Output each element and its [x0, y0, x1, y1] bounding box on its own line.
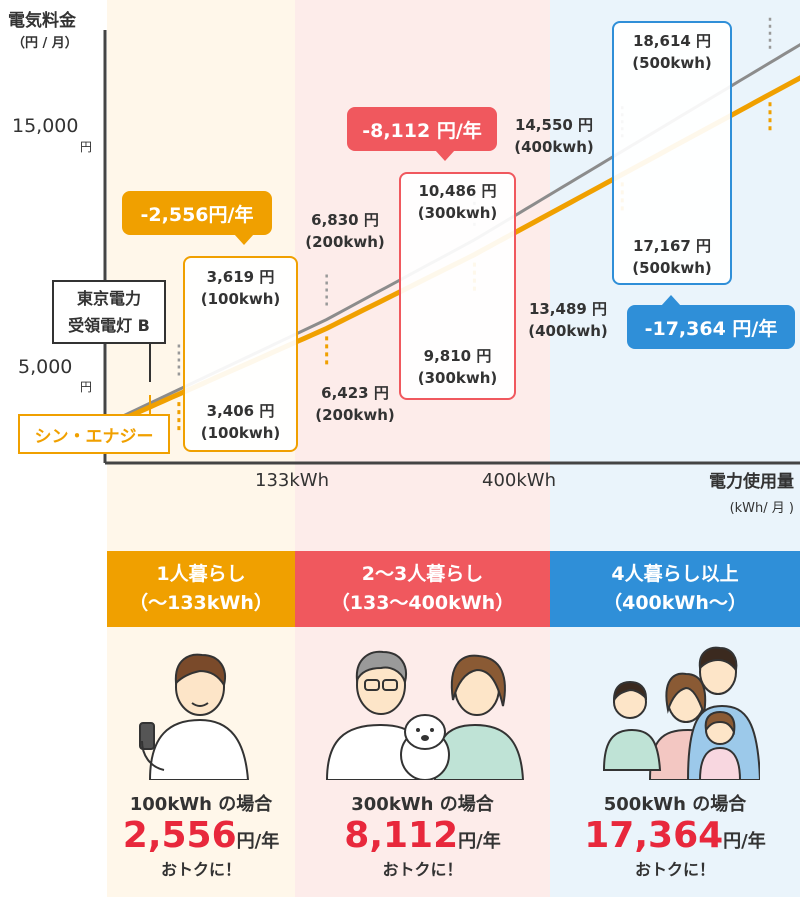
case-single-footer: おトクに！ — [160, 859, 241, 879]
category-header-single-line2: （〜133kWh） — [129, 592, 273, 614]
value-tokyo-400-kwh: (400kwh) — [514, 138, 594, 156]
legend-tokyo-line2: 受領電灯 B — [68, 316, 150, 335]
value-tokyo-100-amount: 3,619 円 — [206, 268, 275, 286]
y-tick-15000: 15,000 — [12, 115, 79, 137]
value-tokyo-100-kwh: (100kwh) — [200, 290, 281, 308]
case-single-unit: 円/年 — [236, 831, 280, 852]
value-tokyo-500: 18,614 円 (500kwh) — [612, 30, 732, 74]
badge-tail — [661, 295, 681, 306]
case-single-kwh: 100kWh の場合 — [129, 794, 273, 815]
case-family-unit: 円/年 — [723, 831, 766, 852]
case-couple-amount: 8,112 — [344, 815, 459, 856]
value-shin-100: 3,406 円 (100kwh) — [183, 400, 298, 444]
category-header-single: 1人暮らし （〜133kWh） — [107, 551, 295, 627]
case-couple-amount-row: 8,112円/年 — [295, 816, 550, 856]
box-500kwh — [612, 21, 732, 285]
box-100kwh — [183, 256, 298, 452]
case-family-amount: 17,364 — [584, 815, 724, 856]
value-shin-100-amount: 3,406 円 — [206, 402, 275, 420]
legend-shin: シン・エナジー — [18, 414, 170, 454]
value-shin-200-amount: 6,423 円 — [321, 384, 389, 402]
savings-badge-single: -2,556円/年 — [122, 191, 272, 245]
case-single: 100kWh の場合 2,556円/年 おトクに！ — [107, 790, 295, 880]
value-shin-400-kwh: (400kwh) — [528, 322, 608, 340]
savings-badge-family: -17,364 円/年 — [627, 295, 795, 349]
case-family-kwh: 500kWh の場合 — [603, 794, 747, 815]
savings-badge-couple-text: -8,112 円/年 — [362, 119, 482, 142]
value-shin-500-amount: 17,167 円 — [632, 237, 712, 255]
badge-tail — [435, 150, 455, 161]
value-shin-400-amount: 13,489 円 — [528, 300, 608, 318]
case-family: 500kWh の場合 17,364円/年 おトクに！ — [550, 790, 800, 880]
x-tick-133: 133kWh — [255, 470, 329, 491]
category-header-family: 4人暮らし以上 （400kWh〜） — [550, 551, 800, 627]
savings-badge-couple: -8,112 円/年 — [347, 107, 497, 161]
y-tick-5000-unit: 円 — [80, 380, 93, 394]
case-couple-kwh: 300kWh の場合 — [351, 794, 494, 815]
category-header-couple-line1: 2〜3人暮らし — [361, 563, 484, 585]
y-axis-unit: （円 / 月） — [12, 36, 78, 51]
legend-tokyo-line1: 東京電力 — [76, 289, 141, 308]
value-tokyo-400: 14,550 円 (400kwh) — [494, 114, 614, 158]
case-family-footer: おトクに！ — [634, 859, 715, 879]
y-axis-label: 電気料金 — [8, 11, 76, 31]
value-shin-300: 9,810 円 (300kwh) — [399, 345, 516, 389]
x-axis-label: 電力使用量 — [709, 472, 794, 492]
value-tokyo-400-amount: 14,550 円 — [514, 116, 594, 134]
y-tick-15000-unit: 円 — [80, 140, 93, 154]
badge-tail — [234, 234, 254, 245]
value-shin-400: 13,489 円 (400kwh) — [508, 298, 628, 342]
case-single-amount: 2,556 — [122, 815, 237, 856]
couple-with-dog-icon — [325, 650, 525, 780]
value-shin-500-kwh: (500kwh) — [632, 259, 712, 277]
case-couple-footer: おトクに！ — [382, 859, 463, 879]
savings-badge-family-text: -17,364 円/年 — [644, 317, 778, 340]
x-axis-unit: (kWh/ 月 ) — [729, 501, 794, 516]
value-tokyo-300-amount: 10,486 円 — [418, 182, 497, 200]
case-single-amount-row: 2,556円/年 — [107, 816, 295, 856]
value-shin-300-kwh: (300kwh) — [417, 369, 498, 387]
category-header-couple: 2〜3人暮らし （133〜400kWh） — [295, 551, 550, 627]
case-couple: 300kWh の場合 8,112円/年 おトクに！ — [295, 790, 550, 880]
y-tick-5000: 5,000 — [18, 356, 73, 378]
box-300kwh — [399, 172, 516, 400]
case-family-amount-row: 17,364円/年 — [550, 816, 800, 856]
value-shin-300-amount: 9,810 円 — [423, 347, 492, 365]
single-person-icon — [139, 653, 250, 780]
category-header-couple-line2: （133〜400kWh） — [330, 592, 515, 614]
savings-badge-single-text: -2,556円/年 — [140, 203, 254, 226]
legend-tokyo: 東京電力 受領電灯 B — [52, 280, 166, 344]
value-tokyo-200-kwh: (200kwh) — [305, 233, 385, 251]
category-header-family-line2: （400kWh〜） — [603, 592, 747, 614]
value-tokyo-300-kwh: (300kwh) — [417, 204, 498, 222]
family-icon — [602, 646, 760, 780]
category-header-single-line1: 1人暮らし — [156, 563, 246, 585]
case-couple-unit: 円/年 — [458, 831, 501, 852]
value-tokyo-200-amount: 6,830 円 — [311, 211, 379, 229]
value-tokyo-300: 10,486 円 (300kwh) — [399, 180, 516, 224]
value-tokyo-200: 6,830 円 (200kwh) — [285, 209, 405, 253]
x-tick-400: 400kWh — [482, 470, 556, 491]
value-tokyo-500-amount: 18,614 円 — [632, 32, 712, 50]
value-tokyo-100: 3,619 円 (100kwh) — [183, 266, 298, 310]
value-shin-200: 6,423 円 (200kwh) — [295, 382, 415, 426]
category-header-family-line1: 4人暮らし以上 — [611, 563, 739, 585]
value-shin-200-kwh: (200kwh) — [315, 406, 395, 424]
value-shin-100-kwh: (100kwh) — [200, 424, 281, 442]
value-tokyo-500-kwh: (500kwh) — [632, 54, 712, 72]
value-shin-500: 17,167 円 (500kwh) — [612, 235, 732, 279]
